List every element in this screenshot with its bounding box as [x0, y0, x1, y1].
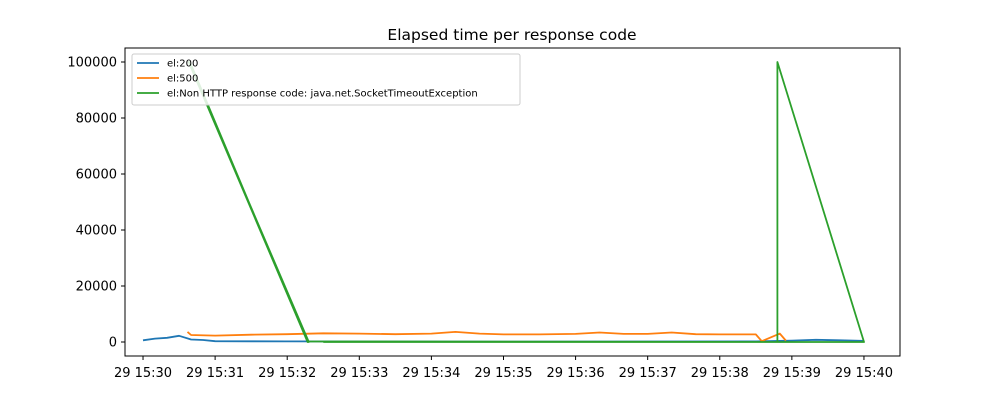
x-tick-label-10: 29 15:40	[835, 366, 893, 381]
y-tick-label-5: 100000	[67, 56, 117, 71]
x-tick-label-0: 29 15:30	[114, 366, 172, 381]
y-tick-label-1: 20000	[76, 280, 117, 295]
x-tick-label-2: 29 15:32	[258, 366, 316, 381]
x-tick-label-6: 29 15:36	[547, 366, 605, 381]
series-line-0	[142, 334, 865, 343]
x-tick-label-1: 29 15:31	[186, 366, 244, 381]
legend: el:200 el:500 el:Non HTTP response code: j…	[131, 53, 521, 106]
x-tick-label-3: 29 15:33	[330, 366, 388, 381]
y-tick-label-3: 60000	[76, 168, 117, 183]
x-tick-label-4: 29 15:34	[402, 366, 460, 381]
y-tick-label-2: 40000	[76, 224, 117, 239]
series-line-1	[186, 331, 787, 343]
y-tick-label-4: 80000	[76, 112, 117, 127]
legend-box	[131, 53, 521, 106]
legend-label-1: el:500	[167, 74, 198, 85]
plot-frame	[124, 47, 901, 357]
x-tick-label-5: 29 15:35	[474, 366, 532, 381]
series-line-2	[187, 61, 865, 343]
y-tick-label-0: 0	[109, 336, 117, 351]
chart-title: Elapsed time per response code	[387, 26, 636, 44]
x-tick-label-9: 29 15:39	[763, 366, 821, 381]
legend-label-0: el:200	[167, 59, 198, 70]
series-layer	[142, 61, 865, 343]
y-axis: 0 20000 40000 60000 80000 100000	[67, 56, 125, 351]
legend-label-2: el:Non HTTP response code: java.net.Sock…	[167, 89, 478, 100]
x-tick-label-7: 29 15:37	[619, 366, 677, 381]
x-axis: 29 15:30 29 15:31 29 15:32 29 15:33 29 15:34…	[114, 356, 893, 381]
x-tick-label-8: 29 15:38	[691, 366, 749, 381]
